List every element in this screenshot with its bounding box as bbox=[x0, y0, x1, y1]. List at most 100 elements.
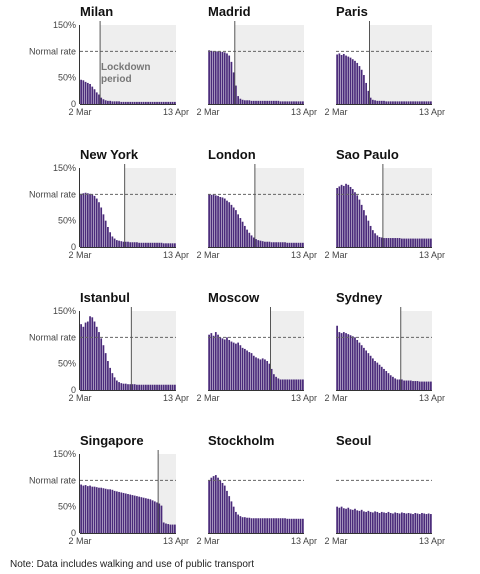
panel-paris: Paris 2 Mar 13 Apr bbox=[324, 4, 445, 117]
bar bbox=[107, 226, 109, 247]
bar bbox=[118, 491, 120, 533]
bar bbox=[147, 384, 149, 390]
bar bbox=[129, 101, 132, 104]
y-tick-label: 150% bbox=[53, 449, 76, 459]
bar bbox=[91, 194, 94, 247]
bar bbox=[385, 512, 388, 533]
bar bbox=[297, 242, 300, 247]
bar bbox=[246, 350, 248, 390]
bar bbox=[239, 516, 242, 533]
bar bbox=[230, 341, 233, 390]
bar bbox=[376, 100, 379, 104]
bar bbox=[171, 524, 174, 533]
bar bbox=[354, 337, 356, 390]
bar bbox=[261, 100, 264, 104]
bar bbox=[147, 101, 149, 104]
bar bbox=[243, 225, 246, 247]
bar bbox=[100, 338, 103, 390]
bar bbox=[217, 51, 219, 104]
bar bbox=[369, 511, 372, 533]
bar bbox=[104, 353, 107, 390]
bar bbox=[237, 214, 239, 247]
bar bbox=[174, 101, 176, 104]
bar bbox=[80, 193, 82, 247]
bar bbox=[140, 242, 143, 247]
bar bbox=[286, 101, 289, 104]
bar bbox=[239, 98, 242, 104]
bar bbox=[275, 376, 277, 390]
bar bbox=[380, 511, 383, 533]
bar bbox=[425, 381, 428, 390]
bar bbox=[80, 79, 82, 104]
bar bbox=[347, 56, 350, 104]
bar bbox=[255, 518, 257, 533]
bar bbox=[275, 518, 277, 533]
bar bbox=[427, 381, 430, 390]
bar bbox=[383, 238, 385, 247]
panel-title: Stockholm bbox=[208, 433, 274, 448]
y-tick-label: Normal rate bbox=[29, 332, 76, 342]
bar bbox=[100, 207, 103, 247]
bar bbox=[226, 490, 228, 533]
bar bbox=[133, 384, 136, 390]
bar bbox=[407, 512, 410, 533]
bar bbox=[115, 491, 118, 533]
bar bbox=[91, 86, 94, 104]
bar bbox=[338, 186, 341, 247]
bar bbox=[109, 100, 111, 104]
bar bbox=[243, 348, 246, 390]
bar bbox=[208, 334, 210, 390]
bar bbox=[266, 241, 269, 247]
bar bbox=[241, 347, 244, 390]
bar bbox=[156, 101, 158, 104]
bar bbox=[144, 384, 147, 390]
bar bbox=[104, 488, 107, 533]
bar bbox=[147, 242, 149, 247]
bar bbox=[118, 240, 120, 247]
bar bbox=[347, 334, 350, 390]
bar bbox=[418, 381, 421, 390]
bar bbox=[248, 232, 251, 247]
bar bbox=[174, 384, 176, 390]
bar bbox=[430, 101, 432, 104]
bar bbox=[84, 485, 87, 533]
x-tick-label: 13 Apr bbox=[163, 250, 189, 260]
bar bbox=[217, 477, 219, 533]
bar bbox=[120, 241, 123, 247]
panel-istanbul: 150% Normal rate 50% 0 Istanbul 2 Mar 13 Apr bbox=[29, 290, 189, 403]
bar bbox=[250, 353, 253, 390]
bar bbox=[140, 497, 143, 533]
x-tick-label: 13 Apr bbox=[419, 393, 445, 403]
x-tick-label: 2 Mar bbox=[196, 250, 219, 260]
bar bbox=[232, 72, 235, 104]
bar bbox=[167, 243, 170, 247]
bar bbox=[400, 379, 403, 390]
bar bbox=[257, 518, 260, 533]
bar bbox=[255, 239, 257, 247]
bar bbox=[133, 242, 136, 247]
bar bbox=[124, 101, 127, 104]
small-multiples-chart: 150% Normal rate 50% 0 Milan 2 Mar 13 Apr Lockd… bbox=[29, 4, 445, 546]
bar bbox=[86, 82, 89, 104]
bar bbox=[421, 238, 423, 247]
bar bbox=[239, 345, 242, 390]
bar bbox=[127, 494, 129, 533]
bar bbox=[299, 379, 302, 390]
bar bbox=[138, 242, 141, 247]
bar bbox=[360, 69, 363, 104]
bar bbox=[290, 379, 293, 390]
lockdown-shade bbox=[369, 25, 432, 104]
bar bbox=[396, 512, 399, 533]
lockdown-shade bbox=[131, 311, 176, 390]
bar bbox=[140, 101, 143, 104]
lockdown-shade bbox=[382, 168, 432, 247]
bar bbox=[82, 193, 85, 247]
lockdown-shade bbox=[400, 311, 432, 390]
bar bbox=[286, 518, 289, 533]
bar bbox=[122, 492, 125, 533]
bar bbox=[302, 101, 304, 104]
bar bbox=[380, 237, 383, 247]
bar bbox=[129, 384, 132, 390]
bar bbox=[374, 100, 376, 104]
bar bbox=[414, 101, 417, 104]
